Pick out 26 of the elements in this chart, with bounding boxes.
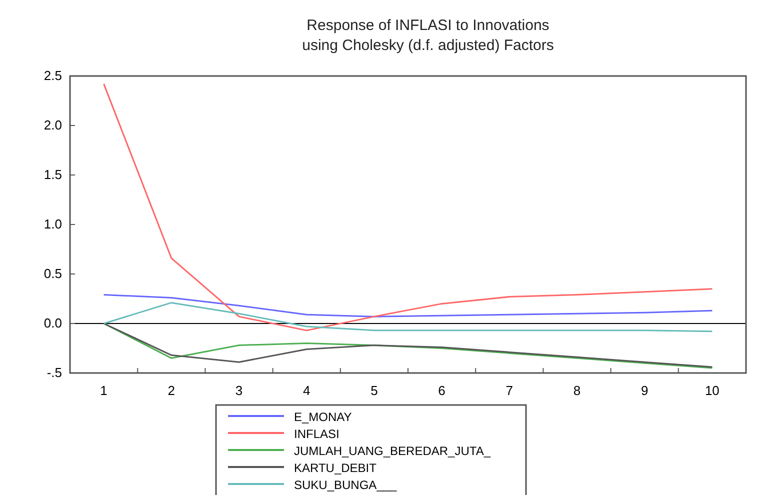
line-series — [103, 302, 713, 332]
y-tick-label: 1.5 — [44, 167, 62, 182]
y-tick-label: 0.0 — [44, 316, 62, 330]
x-tick-label: 1 — [100, 383, 108, 398]
legend-label: INFLASI — [294, 427, 340, 441]
x-tick-label: 9 — [640, 383, 648, 398]
y-tick-label: -.5 — [46, 365, 62, 380]
y-tick-label: 2.5 — [44, 68, 62, 83]
legend-label: KARTU_DEBIT — [294, 461, 378, 475]
x-tick-label: 8 — [573, 383, 581, 398]
chart-title: Response of INFLASI to Innovations using Cholesky (d.f. adjusted) Factors — [302, 17, 554, 54]
x-tick-label: 5 — [370, 383, 378, 398]
x-tick-label: 2 — [168, 383, 176, 398]
x-tick-label: 10 — [704, 383, 720, 398]
x-tick-label: 4 — [302, 383, 310, 398]
y-tick-label: 2.0 — [44, 118, 62, 132]
y-tick-label: 0.5 — [44, 266, 62, 281]
legend-label: SUKU_BUNGA___ — [294, 478, 398, 492]
legend-label: E_MONAY — [294, 410, 352, 424]
legend-label: JUMLAH_UANG_BEREDAR_JUTA_ — [294, 444, 491, 458]
line-series — [103, 294, 713, 318]
line-series — [103, 83, 713, 332]
x-tick-label: 3 — [235, 383, 243, 398]
x-tick-label: 7 — [506, 383, 514, 398]
x-tick-label: 6 — [438, 383, 446, 398]
y-tick-label: 1.0 — [44, 216, 62, 232]
